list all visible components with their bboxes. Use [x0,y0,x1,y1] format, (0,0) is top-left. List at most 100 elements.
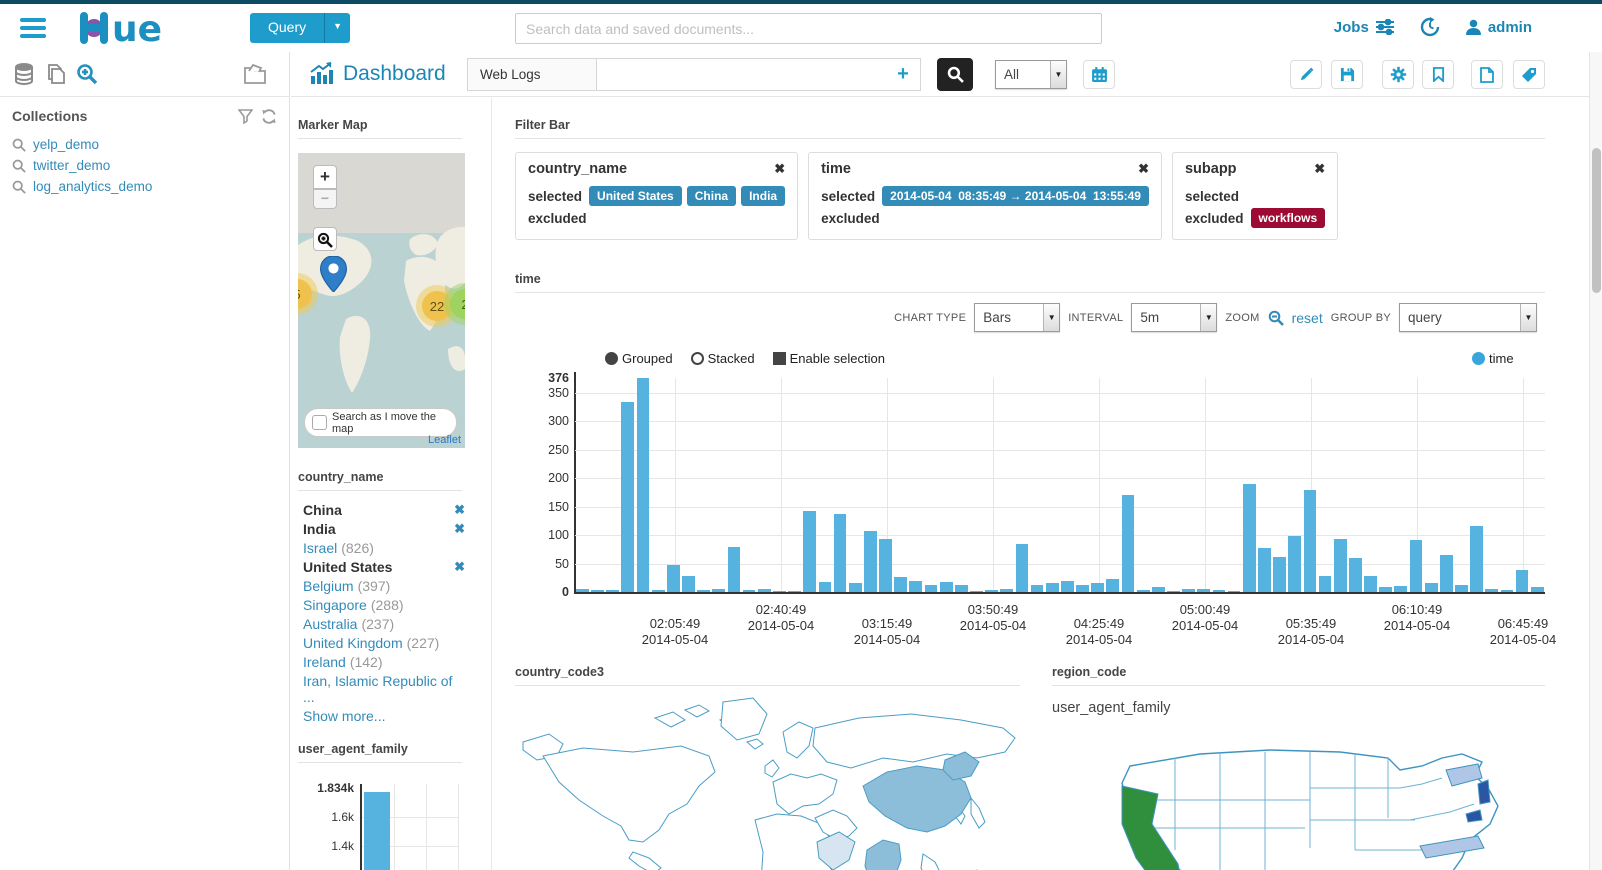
time-bar[interactable] [757,588,771,592]
facet-label[interactable]: Ireland [303,653,346,670]
time-bar[interactable] [1455,585,1468,592]
close-icon[interactable]: ✖ [1314,161,1326,176]
jobs-link[interactable]: Jobs [1334,19,1394,36]
time-bar[interactable] [1182,588,1195,592]
time-bar[interactable] [970,590,983,592]
time-bar[interactable] [833,514,847,592]
time-bar[interactable] [682,575,695,592]
time-bar[interactable] [1273,556,1286,592]
zoom-out-icon[interactable] [1268,310,1284,326]
time-bar[interactable] [1424,582,1438,592]
time-bar[interactable] [1106,579,1120,592]
time-bar[interactable] [1439,555,1453,592]
refresh-icon[interactable] [261,108,277,124]
facet-item[interactable]: China ✖ [303,500,465,519]
time-chart-plot[interactable]: 376 350 300 250 200 150 100 50 0 [548,371,1545,599]
dashboard-title[interactable]: Dashboard [309,62,446,86]
global-search-input[interactable] [515,13,1102,44]
enable-selection-option[interactable]: Enable selection [772,351,885,366]
time-bar[interactable] [636,378,650,592]
time-bar[interactable] [1045,582,1059,592]
time-bar[interactable] [1348,558,1362,592]
time-bar[interactable] [1076,584,1089,592]
time-bar[interactable] [621,402,635,592]
time-bar[interactable] [1288,536,1302,592]
world-map[interactable] [515,690,1020,870]
chevron-down-icon[interactable]: ▼ [324,13,350,43]
edit-button[interactable] [1290,60,1322,89]
time-bar[interactable] [1485,588,1499,592]
time-bar[interactable] [1530,586,1544,592]
time-bar[interactable] [788,590,801,592]
facet-item[interactable]: United Kingdom (227) [303,633,465,652]
grouped-option[interactable]: Grouped [605,351,673,366]
scope-select[interactable]: All ▼ [995,60,1067,89]
collection-name-box[interactable]: Web Logs [467,58,597,91]
user-menu[interactable]: admin [1465,19,1532,36]
enable-selection-checkbox[interactable] [772,352,786,365]
filter-chip[interactable]: India [741,186,786,206]
time-bar[interactable] [606,590,620,592]
time-bar[interactable] [1515,570,1529,592]
time-bar[interactable] [1212,590,1226,592]
time-bar[interactable] [1318,576,1332,592]
time-bar[interactable] [924,585,938,592]
time-bar[interactable] [1015,543,1029,592]
time-bar[interactable] [697,590,710,592]
time-bar[interactable] [803,511,817,592]
time-bar[interactable] [939,582,953,592]
time-bar[interactable] [1151,587,1165,592]
time-bar[interactable] [1061,580,1074,592]
time-bar[interactable] [1136,589,1150,592]
documents-icon[interactable] [44,62,68,86]
facet-label[interactable]: Iran, Islamic Republic of ... [303,672,453,705]
time-bar[interactable] [894,576,908,592]
chart-legend[interactable]: time [1472,351,1514,366]
interval-select[interactable]: 5m ▼ [1131,303,1218,332]
map-zoom-out-button[interactable]: − [313,189,337,209]
map-magnify-button[interactable] [313,227,337,251]
stacked-radio[interactable] [690,352,704,365]
time-bar[interactable] [1242,483,1256,592]
facet-item[interactable]: Israel (826) [303,538,465,557]
facet-label[interactable]: Israel [303,539,338,556]
time-bar[interactable] [1500,590,1514,592]
time-bar[interactable] [1364,575,1377,592]
facet-item[interactable]: Ireland (142) [303,652,465,671]
time-bar[interactable] [1227,590,1241,592]
user-agent-chart[interactable]: 1.834k 1.6k 1.4k [298,778,468,870]
time-bar[interactable] [848,583,862,592]
marker-map[interactable]: + − 5 22 2 Search as I mo [298,153,465,448]
facet-item[interactable]: Singapore (288) [303,595,465,614]
facet-label[interactable]: Belgium [303,577,354,594]
query-button[interactable]: Query ▼ [250,13,351,43]
hamburger-menu-icon[interactable] [20,18,46,38]
facet-item[interactable]: United States ✖ [303,557,465,576]
time-bar[interactable] [1394,586,1408,592]
new-document-button[interactable] [1471,60,1503,89]
hue-logo[interactable]: ue [78,10,178,46]
folder-open-icon[interactable] [243,62,269,86]
database-icon[interactable] [12,62,36,86]
time-bar[interactable] [1167,590,1180,592]
bookmark-button[interactable] [1422,60,1454,89]
remove-facet-icon[interactable]: ✖ [454,520,465,536]
time-bar[interactable] [1258,547,1271,592]
facet-item[interactable]: Iran, Islamic Republic of ... [303,671,465,706]
map-zoom-in-button[interactable]: + [313,165,337,189]
dashboard-search-button[interactable] [937,58,973,91]
user-agent-bar[interactable] [364,792,390,870]
time-bar[interactable] [591,590,604,592]
close-icon[interactable]: ✖ [774,161,786,176]
grouped-radio[interactable] [605,352,618,365]
filter-chip[interactable]: 2014-05-04 08:35:49 → 2014-05-04 13:55:4… [882,186,1149,206]
zoom-in-icon[interactable] [75,62,99,86]
time-bar[interactable] [1409,539,1423,592]
time-bar[interactable] [818,581,832,592]
us-map[interactable] [1070,728,1540,870]
time-bar[interactable] [1030,585,1044,592]
collection-item[interactable]: log_analytics_demo [8,176,281,197]
calendar-button[interactable] [1083,60,1115,89]
remove-facet-icon[interactable]: ✖ [454,558,465,574]
time-bar[interactable] [863,531,877,592]
